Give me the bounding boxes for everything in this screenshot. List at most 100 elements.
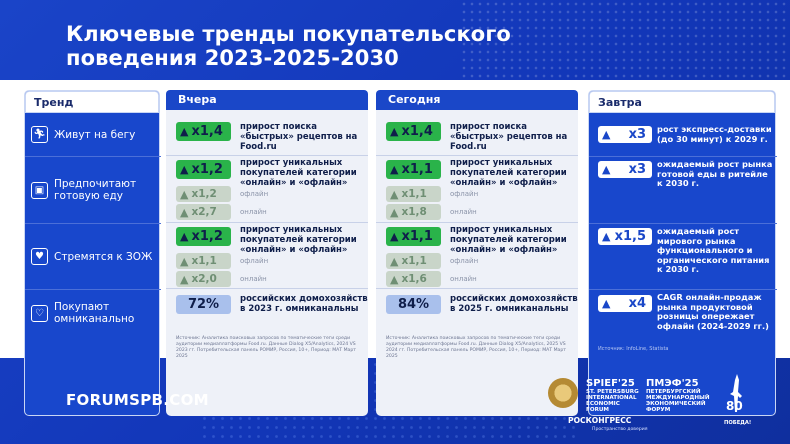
running-person-icon: 🏃︎ [31, 126, 48, 143]
trend-column: Тренд 🏃︎ Живут на бегу ▣ Предпочитают го… [24, 90, 161, 416]
yesterday-cell-zoj: ▲ x1,2 прирост уникальных покупателей кат… [166, 223, 368, 289]
forum-url-link[interactable]: FORUMSPB.COM [66, 391, 209, 409]
tomorrow-cell-meal: ▲ x3 ожидаемый рост рынка готовой еды в р… [589, 157, 777, 224]
spief-sub: FORUM [586, 407, 609, 414]
growth-badge: ▲ x1,4 [176, 122, 231, 141]
sub-value: x1,1 [191, 255, 217, 267]
spief-sub: INTERNATIONAL [586, 394, 637, 401]
growth-value: x1,2 [191, 162, 223, 177]
trend-label: Стремятся к ЗОЖ [54, 250, 153, 263]
growth-badge: ▲ x1,2 [176, 227, 231, 246]
cell-text: прирост поиска «быстрых» рецептов на Foo… [450, 122, 568, 152]
spief-sub: ST. PETERSBURG [586, 388, 639, 395]
title-line-2: поведения 2023-2025-2030 [66, 46, 399, 70]
laptop-heart-icon: ♡ [31, 304, 48, 322]
trend-label: Предпочитают готовую еду [54, 178, 137, 202]
arrow-up-icon: ▲ [180, 187, 189, 201]
percent-badge: 84% [386, 295, 441, 314]
arrow-up-icon: ▲ [180, 230, 189, 243]
growth-badge: ▲ x1,1 [386, 227, 441, 246]
growth-value: x1,1 [401, 229, 433, 244]
trend-row-run: 🏃︎ Живут на бегу [25, 113, 161, 157]
arrow-up-icon: ▲ [180, 254, 189, 268]
sub-label: офлайн [450, 190, 479, 198]
today-cell-omni: 84% российских домохозяйств в 2025 г. ом… [376, 289, 578, 335]
cell-text: ожидаемый рост рынка готовой еды в ритей… [657, 159, 773, 189]
sub-value: x1,2 [191, 188, 217, 200]
spief-sub: ECONOMIC [586, 401, 620, 408]
sub-badge: ▲ x1,1 [176, 253, 231, 269]
victory-monument-icon [730, 374, 742, 412]
growth-value: x1,4 [401, 124, 433, 139]
forecast-value: x4 [628, 296, 646, 311]
today-cell-run: ▲ x1,4 прирост поиска «быстрых» рецептов … [376, 110, 578, 156]
cell-text: рост экспресс-доставки (до 30 минут) к 2… [657, 124, 772, 144]
yesterday-cell-meal: ▲ x1,2 прирост уникальных покупателей кат… [166, 156, 368, 223]
cell-text: прирост уникальных покупателей категории… [450, 158, 567, 188]
sub-badge: ▲ x1,1 [386, 186, 441, 202]
pmef-sub: МЕЖДУНАРОДНЫЙ [646, 394, 710, 401]
arrow-up-icon: ▲ [390, 163, 399, 176]
sub-badge: ▲ x1,1 [386, 253, 441, 269]
forecast-badge: ▲ x4 [598, 295, 652, 312]
sub-value: x1,1 [401, 188, 427, 200]
arrow-up-icon: ▲ [180, 272, 189, 286]
trend-header: Тренд [25, 91, 159, 113]
tomorrow-cell-zoj: ▲ x1,5 ожидаемый рост мирового рынка функ… [589, 224, 777, 290]
apple-heart-icon: ♥ [31, 248, 48, 265]
sub-label: офлайн [240, 190, 269, 198]
arrow-up-icon: ▲ [602, 128, 611, 141]
yesterday-header: Вчера [166, 90, 368, 110]
arrow-up-icon: ▲ [390, 125, 399, 138]
cell-text: прирост уникальных покупателей категории… [450, 225, 567, 255]
trend-row-omni: ♡ Покупают омниканально [25, 290, 161, 336]
cell-text: российских домохозяйств в 2025 г. омника… [450, 294, 578, 314]
arrow-up-icon: ▲ [390, 230, 399, 243]
arrow-up-icon: ▲ [390, 205, 399, 219]
today-cell-meal: ▲ x1,1 прирост уникальных покупателей кат… [376, 156, 578, 223]
content-panel: Тренд 🏃︎ Живут на бегу ▣ Предпочитают го… [0, 80, 790, 416]
cell-text: прирост уникальных покупателей категории… [240, 225, 357, 255]
arrow-up-icon: ▲ [390, 187, 399, 201]
pmef-title: ПМЭФ'25 [646, 378, 699, 389]
pmef-sub: ФОРУМ [646, 407, 671, 414]
sub-label: онлайн [450, 275, 477, 283]
sub-value: x1,1 [401, 255, 427, 267]
sub-value: x2,7 [191, 206, 217, 218]
sub-badge: ▲ x1,8 [386, 204, 441, 220]
sub-label: онлайн [240, 275, 267, 283]
growth-badge: ▲ x1,2 [176, 160, 231, 179]
cell-text: российских домохозяйств в 2023 г. омника… [240, 294, 368, 314]
arrow-up-icon: ▲ [180, 163, 189, 176]
pmef-sub: ПЕТЕРБУРГСКИЙ [646, 388, 701, 395]
cell-text: прирост уникальных покупателей категории… [240, 158, 357, 188]
sub-label: офлайн [240, 257, 269, 265]
growth-badge: ▲ x1,1 [386, 160, 441, 179]
forecast-badge: ▲ x1,5 [598, 228, 652, 245]
trend-label: Живут на бегу [54, 128, 136, 141]
trend-label: Покупают омниканально [54, 301, 135, 325]
source-note: Источник: InfoLine, Statista [598, 346, 669, 352]
pmef-logo: ПМЭФ'25 ПЕТЕРБУРГСКИЙ МЕЖДУНАРОДНЫЙ ЭКОН… [646, 379, 710, 414]
tomorrow-header: Завтра [589, 91, 775, 113]
forecast-badge: ▲ x3 [598, 161, 652, 178]
roscongress-logo: РОСКОНГРЕСС [568, 416, 632, 425]
forecast-value: x3 [628, 127, 646, 142]
trend-row-zoj: ♥ Стремятся к ЗОЖ [25, 224, 161, 290]
sub-badge: ▲ x2,0 [176, 271, 231, 287]
yesterday-column: Вчера ▲ x1,4 прирост поиска «быстрых» рец… [166, 90, 368, 416]
sub-value: x2,0 [191, 273, 217, 285]
spief-title: SPIEF'25 [586, 378, 635, 389]
tomorrow-cell-run: ▲ x3 рост экспресс-доставки (до 30 минут)… [589, 113, 777, 157]
yesterday-cell-run: ▲ x1,4 прирост поиска «быстрых» рецептов … [166, 110, 368, 156]
source-note: Источник: Аналитика поисковых запросов п… [176, 336, 356, 359]
forecast-badge: ▲ x3 [598, 126, 652, 143]
source-note: Источник: Аналитика поисковых запросов п… [386, 336, 566, 359]
page-title: Ключевые тренды покупательского поведени… [66, 22, 511, 70]
cell-text: прирост поиска «быстрых» рецептов на Foo… [240, 122, 358, 152]
cell-text: CAGR онлайн-продаж рынка продуктовой роз… [657, 292, 769, 331]
victory-number: 80 [726, 399, 743, 413]
sub-value: x1,8 [401, 206, 427, 218]
dot-pattern-top [460, 0, 790, 78]
tomorrow-cell-omni: ▲ x4 CAGR онлайн-продаж рынка продуктовой… [589, 290, 777, 336]
